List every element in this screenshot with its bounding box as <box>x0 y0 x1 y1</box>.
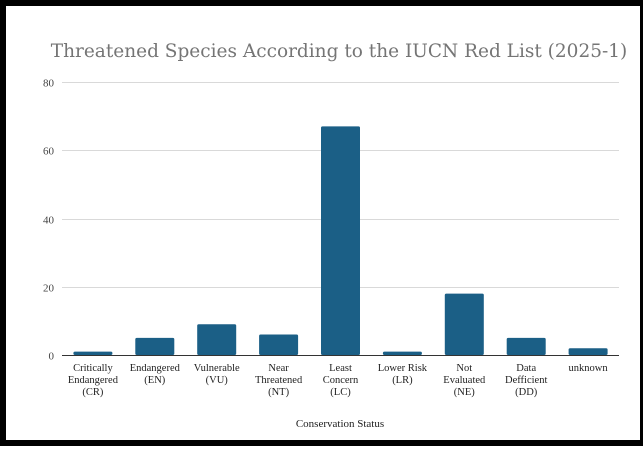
x-axis-category-labels: Critically Endangered (CR)Endangered (EN)Vu… <box>68 363 609 398</box>
x-axis-title: Conservation Status <box>296 418 384 430</box>
x-category-label-line: Lower Risk <box>378 363 428 374</box>
x-category-label: unknown <box>569 363 609 374</box>
y-tick-label: 20 <box>43 283 55 295</box>
y-axis-ticks: 0 20 40 60 80 <box>43 78 55 363</box>
x-category-label-line: (DD) <box>515 387 538 398</box>
bar <box>259 334 299 355</box>
y-tick-label: 40 <box>43 215 55 227</box>
x-category-label-line: (LC) <box>330 387 351 398</box>
x-category-label-line: Concern <box>323 375 359 386</box>
x-category-label: Critically Endangered (CR) <box>68 363 119 398</box>
x-category-label-line: Critically <box>73 363 113 374</box>
x-category-label-line: Least <box>329 363 352 374</box>
x-category-label: Lower Risk (LR) <box>378 363 428 386</box>
bar-chart: Threatened Species According to the IUCN… <box>43 41 627 430</box>
x-category-label-line: (NE) <box>454 387 475 398</box>
x-category-label-line: (LR) <box>392 375 413 386</box>
x-category-label-line: Defficient <box>505 375 547 386</box>
y-tick-label: 80 <box>43 78 55 90</box>
x-category-label-line: Evaluated <box>443 375 486 386</box>
bar <box>568 348 608 355</box>
x-category-label-line: Data <box>516 363 536 374</box>
x-category-label: Data Defficient (DD) <box>505 363 547 398</box>
x-category-label: Not Evaluated (NE) <box>443 363 486 398</box>
y-tick-label: 0 <box>49 351 55 363</box>
bar <box>321 126 360 356</box>
bar <box>444 293 484 355</box>
x-category-label-line: (EN) <box>144 375 165 386</box>
x-category-label-line: Endangered <box>68 375 119 386</box>
x-category-label-line: (NT) <box>268 387 289 398</box>
bar <box>135 337 175 355</box>
x-category-label-line: Vulnerable <box>194 363 240 374</box>
bar <box>197 324 237 355</box>
bar <box>382 351 422 355</box>
x-category-label-line: (CR) <box>82 387 104 398</box>
bars <box>73 126 608 356</box>
x-category-label: Near Threatened (NT) <box>255 363 303 398</box>
x-category-label-line: Endangered <box>130 363 181 374</box>
y-tick-label: 60 <box>43 146 55 158</box>
x-category-label-line: Threatened <box>255 375 303 386</box>
x-category-label-line: (VU) <box>206 375 229 386</box>
chart-title: Threatened Species According to the IUCN… <box>51 41 627 62</box>
bar <box>506 337 546 355</box>
x-category-label-line: Near <box>268 363 289 374</box>
x-category-label: Endangered (EN) <box>130 363 181 386</box>
bar <box>73 351 113 355</box>
x-category-label-line: unknown <box>569 363 609 374</box>
x-category-label: Least Concern (LC) <box>323 363 359 398</box>
x-category-label: Vulnerable (VU) <box>194 363 240 386</box>
x-category-label-line: Not <box>456 363 472 374</box>
